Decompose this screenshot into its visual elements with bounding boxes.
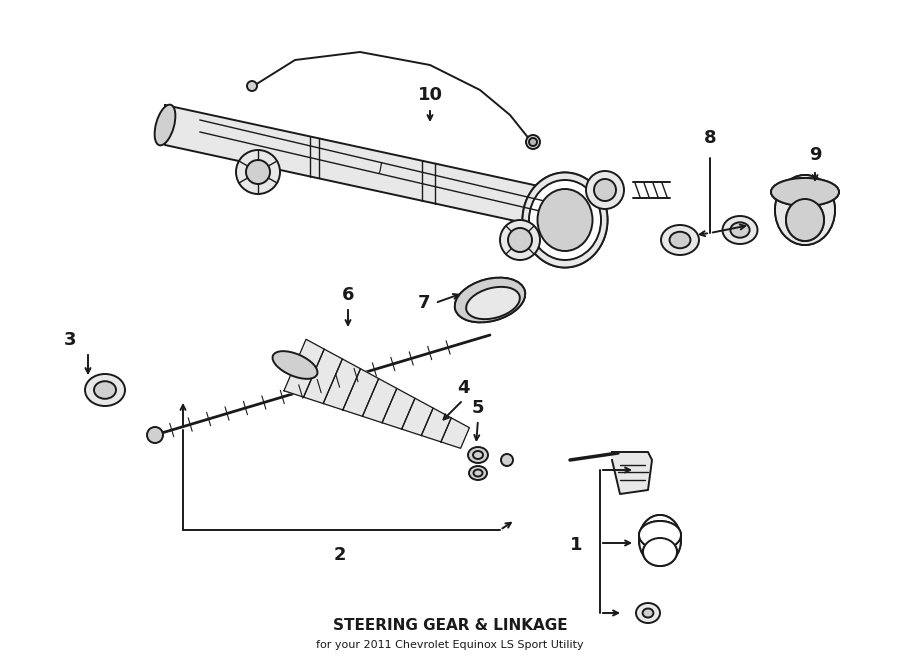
Ellipse shape xyxy=(508,228,532,252)
Ellipse shape xyxy=(529,138,537,146)
Polygon shape xyxy=(401,398,433,436)
Polygon shape xyxy=(382,389,415,429)
Text: 2: 2 xyxy=(334,546,346,564)
Ellipse shape xyxy=(723,216,758,244)
Text: 6: 6 xyxy=(342,286,355,304)
Text: 4: 4 xyxy=(456,379,469,397)
Text: 7: 7 xyxy=(418,294,430,312)
Ellipse shape xyxy=(473,451,483,459)
Ellipse shape xyxy=(273,351,318,379)
Ellipse shape xyxy=(85,374,125,406)
Text: J: J xyxy=(378,161,382,175)
Ellipse shape xyxy=(500,220,540,260)
Ellipse shape xyxy=(466,287,520,319)
Polygon shape xyxy=(343,369,379,416)
Ellipse shape xyxy=(246,160,270,184)
Text: 8: 8 xyxy=(704,129,716,147)
Ellipse shape xyxy=(786,199,824,241)
Ellipse shape xyxy=(670,232,690,249)
Text: 9: 9 xyxy=(809,146,821,164)
Text: 1: 1 xyxy=(570,536,582,554)
Ellipse shape xyxy=(775,175,835,245)
Ellipse shape xyxy=(155,104,176,145)
Ellipse shape xyxy=(529,180,601,260)
Ellipse shape xyxy=(236,150,280,194)
Ellipse shape xyxy=(639,521,681,549)
Ellipse shape xyxy=(775,175,835,245)
Ellipse shape xyxy=(537,189,592,251)
Ellipse shape xyxy=(594,179,616,201)
Ellipse shape xyxy=(147,427,163,443)
Ellipse shape xyxy=(643,538,677,566)
Ellipse shape xyxy=(639,515,681,565)
Ellipse shape xyxy=(661,225,699,255)
Ellipse shape xyxy=(771,178,839,206)
Text: 10: 10 xyxy=(418,86,443,104)
Text: for your 2011 Chevrolet Equinox LS Sport Utility: for your 2011 Chevrolet Equinox LS Sport… xyxy=(316,640,584,650)
Text: 5: 5 xyxy=(472,399,484,417)
Ellipse shape xyxy=(786,199,824,241)
Polygon shape xyxy=(165,105,580,235)
Ellipse shape xyxy=(94,381,116,399)
Ellipse shape xyxy=(523,173,608,268)
Ellipse shape xyxy=(643,538,677,566)
Polygon shape xyxy=(441,418,470,448)
Polygon shape xyxy=(303,349,342,403)
Ellipse shape xyxy=(454,278,526,323)
Ellipse shape xyxy=(523,173,608,268)
Ellipse shape xyxy=(468,447,488,463)
Text: 3: 3 xyxy=(64,331,76,349)
Ellipse shape xyxy=(731,222,750,238)
Polygon shape xyxy=(421,408,451,442)
Ellipse shape xyxy=(586,171,624,209)
Polygon shape xyxy=(323,359,361,410)
Ellipse shape xyxy=(526,135,540,149)
Polygon shape xyxy=(612,452,652,494)
Polygon shape xyxy=(284,339,324,397)
Ellipse shape xyxy=(473,469,482,477)
Ellipse shape xyxy=(639,521,681,549)
Text: STEERING GEAR & LINKAGE: STEERING GEAR & LINKAGE xyxy=(333,617,567,633)
Ellipse shape xyxy=(501,454,513,466)
Ellipse shape xyxy=(469,466,487,480)
Ellipse shape xyxy=(454,278,526,323)
Ellipse shape xyxy=(643,609,653,617)
Ellipse shape xyxy=(771,178,839,206)
Polygon shape xyxy=(363,379,397,422)
Ellipse shape xyxy=(636,603,660,623)
Ellipse shape xyxy=(247,81,257,91)
Ellipse shape xyxy=(639,515,681,565)
